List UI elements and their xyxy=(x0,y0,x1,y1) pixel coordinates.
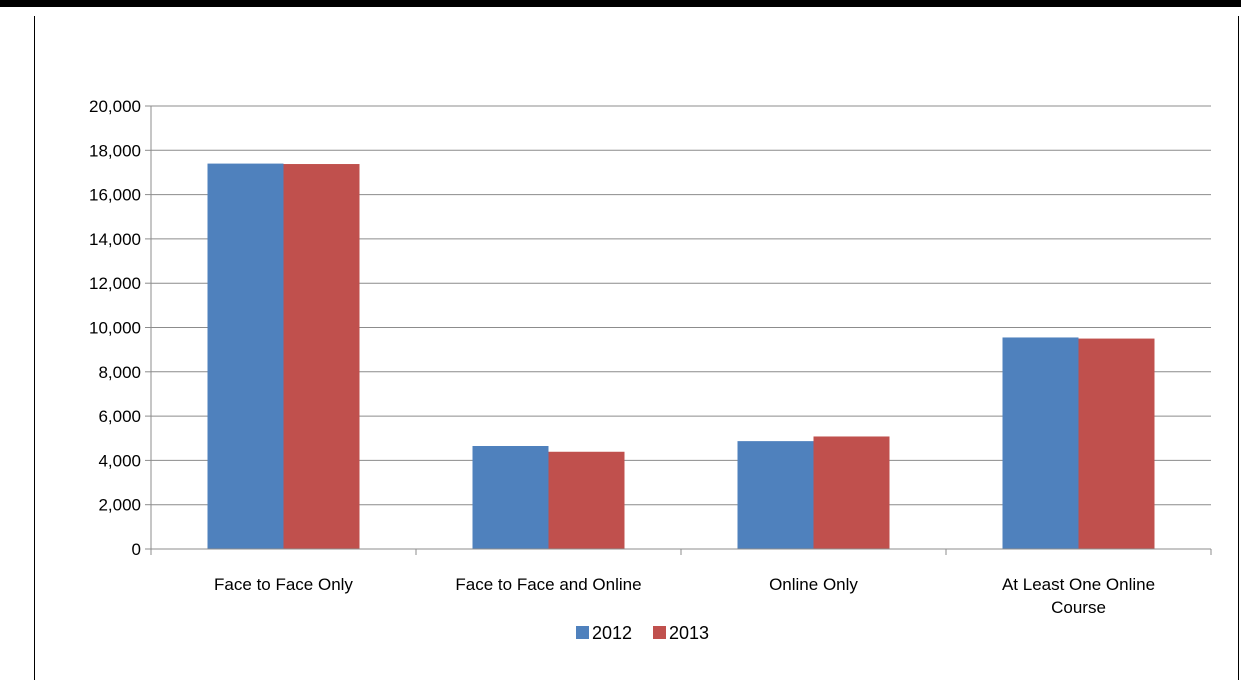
bar-2013-1 xyxy=(283,164,360,549)
top-border-rule xyxy=(0,0,1241,7)
legend-swatch-2013 xyxy=(653,626,666,639)
legend-swatch-2012 xyxy=(576,626,589,639)
x-tick-label: Face to Face and Online xyxy=(455,575,641,594)
legend-label-2013: 2013 xyxy=(669,623,709,643)
bar-2013-3 xyxy=(813,436,890,549)
y-tick-label: 0 xyxy=(132,540,141,559)
y-tick-label: 10,000 xyxy=(89,319,141,338)
y-tick-label: 18,000 xyxy=(89,141,141,160)
bar-2012-4 xyxy=(1002,337,1079,549)
y-tick-label: 4,000 xyxy=(98,451,141,470)
bar-chart: 0 2,000 4,000 6,000 8,000 10,000 12,000 14,000 1… xyxy=(89,97,1212,643)
x-tick-label: At Least One Online xyxy=(1002,575,1155,594)
chart-frame: 0 2,000 4,000 6,000 8,000 10,000 12,000 14,000 1… xyxy=(34,16,1239,680)
y-tick-label: 2,000 xyxy=(98,496,141,515)
bar-2013-4 xyxy=(1078,338,1155,549)
bar-2012-3 xyxy=(737,441,814,549)
y-tick-label: 20,000 xyxy=(89,97,141,116)
y-tick-label: 16,000 xyxy=(89,186,141,205)
x-tick-label: Online Only xyxy=(769,575,858,594)
bar-2013-2 xyxy=(548,451,625,549)
x-tick-label: Face to Face Only xyxy=(214,575,353,594)
y-tick-label: 14,000 xyxy=(89,230,141,249)
bar-2012-2 xyxy=(472,446,549,549)
y-tick-label: 12,000 xyxy=(89,274,141,293)
y-tick-label: 6,000 xyxy=(98,407,141,426)
x-tick-label: Course xyxy=(1051,598,1106,617)
y-tick-label: 8,000 xyxy=(98,363,141,382)
bar-2012-1 xyxy=(207,163,284,549)
legend-label-2012: 2012 xyxy=(592,623,632,643)
